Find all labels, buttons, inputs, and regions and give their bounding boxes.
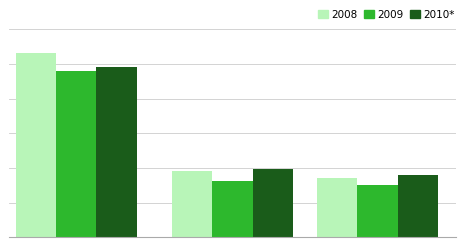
Bar <box>56 72 96 237</box>
Bar <box>172 172 213 237</box>
Bar <box>398 175 438 238</box>
Legend: 2008, 2009, 2010*: 2008, 2009, 2010* <box>318 10 455 20</box>
Bar <box>16 54 56 238</box>
Bar <box>213 181 252 238</box>
Bar <box>96 68 137 237</box>
Bar <box>317 179 358 238</box>
Bar <box>252 170 293 237</box>
Bar <box>358 186 398 238</box>
